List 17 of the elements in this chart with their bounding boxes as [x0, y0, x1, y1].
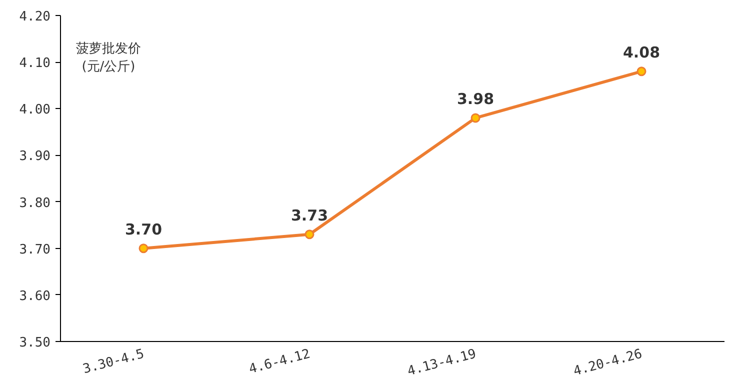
point [636, 66, 646, 76]
data-label: 3.98 [456, 90, 494, 108]
y-tick-label: 4.10 [19, 56, 51, 72]
data-label: 3.73 [290, 206, 328, 224]
point [304, 230, 314, 240]
data-label: 3.70 [124, 220, 162, 238]
point [138, 244, 148, 254]
data-label: 4.08 [622, 43, 660, 62]
y-tick-label: 3.50 [19, 336, 51, 350]
y-tick-label: 4.20 [19, 10, 51, 24]
y-tick-label: 3.80 [19, 196, 51, 211]
y-axis-title: 菠萝批发价 (元/公斤) [76, 42, 141, 74]
y-tick-label: 3.70 [19, 242, 51, 258]
y-tick-label: 3.60 [19, 288, 51, 304]
y-tick-label: 3.90 [19, 149, 51, 164]
y-tick-label: 4.00 [19, 102, 51, 118]
point [470, 113, 480, 123]
